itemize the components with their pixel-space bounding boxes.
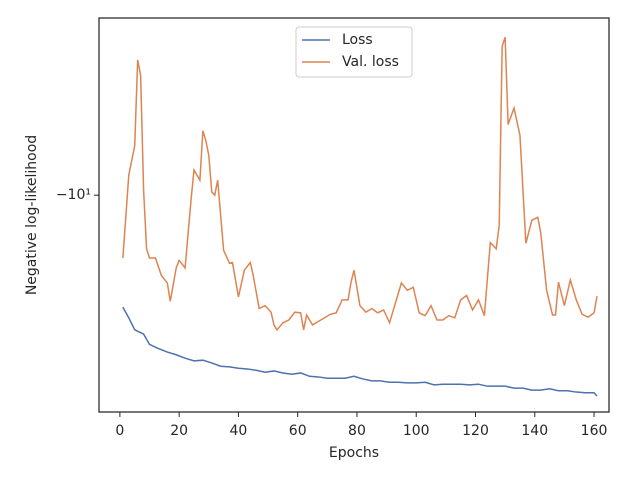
x-tick-label: 60	[289, 423, 307, 439]
x-tick-label: 120	[462, 423, 489, 439]
y-tick-label: −10¹	[56, 187, 91, 203]
x-tick-label: 0	[115, 423, 124, 439]
x-tick-label: 40	[230, 423, 248, 439]
x-tick-label: 160	[581, 423, 608, 439]
axes-frame	[98, 17, 610, 413]
series-line	[122, 36, 598, 332]
series-line	[122, 306, 598, 397]
x-tick-label: 100	[403, 423, 430, 439]
legend-label: Loss	[342, 32, 373, 48]
x-axis-label: Epochs	[329, 445, 379, 461]
legend-label: Val. loss	[342, 54, 399, 70]
x-tick-label: 80	[348, 423, 366, 439]
x-tick-label: 140	[521, 423, 548, 439]
y-axis-label: Negative log-likelihood	[24, 135, 40, 295]
x-tick-label: 20	[170, 423, 188, 439]
